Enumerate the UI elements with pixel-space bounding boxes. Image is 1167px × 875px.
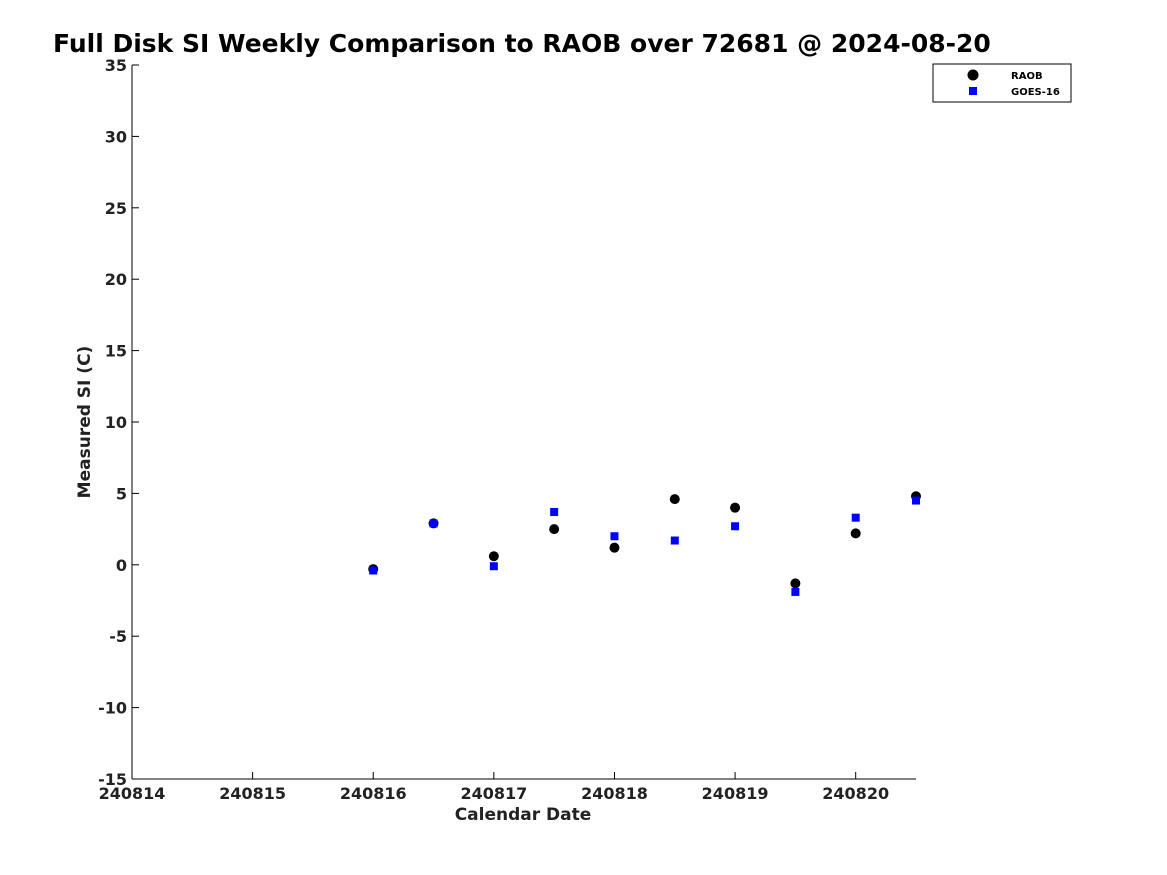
point-goes-16: [912, 496, 920, 505]
point-goes-16: [429, 519, 438, 528]
point-goes-16: [550, 507, 559, 516]
y-tick-label: 15: [105, 342, 127, 361]
legend-box: [932, 63, 1072, 103]
y-tick-label: 30: [105, 127, 127, 146]
y-tick-label: 35: [105, 56, 127, 75]
chart-title: Full Disk SI Weekly Comparison to RAOB o…: [53, 29, 991, 58]
legend: RAOB GOES-16: [932, 63, 1072, 103]
x-axis: 240814 240815 240816 240817 240818 240819 2408…: [99, 772, 916, 803]
legend-label-goes16: GOES-16: [1011, 87, 1060, 98]
x-tick-label: 240814: [99, 784, 166, 803]
y-tick-label: 5: [116, 484, 127, 503]
x-tick-label: 240816: [340, 784, 407, 803]
y-tick-label: 0: [116, 556, 127, 575]
point-goes-16: [731, 522, 740, 531]
data-points: [368, 491, 921, 596]
y-tick-label: 20: [105, 270, 127, 289]
point-goes-16: [791, 587, 800, 596]
point-goes-16: [369, 566, 378, 575]
x-tick-label: 240819: [702, 784, 769, 803]
x-axis-label: Calendar Date: [455, 805, 592, 825]
x-tick-label: 240815: [219, 784, 286, 803]
y-tick-label: 10: [105, 413, 127, 432]
legend-marker-raob: [967, 69, 979, 81]
y-tick-label: -5: [109, 627, 127, 646]
point-goes-16: [610, 532, 619, 541]
point-raob: [850, 528, 861, 539]
y-axis: -15 -10 -5 0 5 10 15 20 25 30 35: [98, 56, 139, 789]
x-tick-label: 240818: [581, 784, 648, 803]
y-tick-label: 25: [105, 199, 127, 218]
legend-marker-goes16: [969, 87, 977, 95]
point-raob: [488, 551, 499, 562]
point-goes-16: [670, 536, 679, 545]
point-raob: [549, 524, 560, 535]
point-goes-16: [851, 513, 860, 522]
x-tick-label: 240820: [822, 784, 889, 803]
point-goes-16: [489, 562, 498, 571]
point-raob: [609, 542, 620, 553]
point-raob: [790, 578, 801, 589]
y-tick-label: -15: [98, 770, 127, 789]
y-tick-label: -10: [98, 699, 127, 718]
x-tick-label: 240817: [460, 784, 527, 803]
y-axis-label: Measured SI (C): [75, 346, 95, 499]
legend-label-raob: RAOB: [1011, 71, 1043, 82]
point-raob: [730, 502, 741, 513]
point-raob: [669, 494, 680, 505]
